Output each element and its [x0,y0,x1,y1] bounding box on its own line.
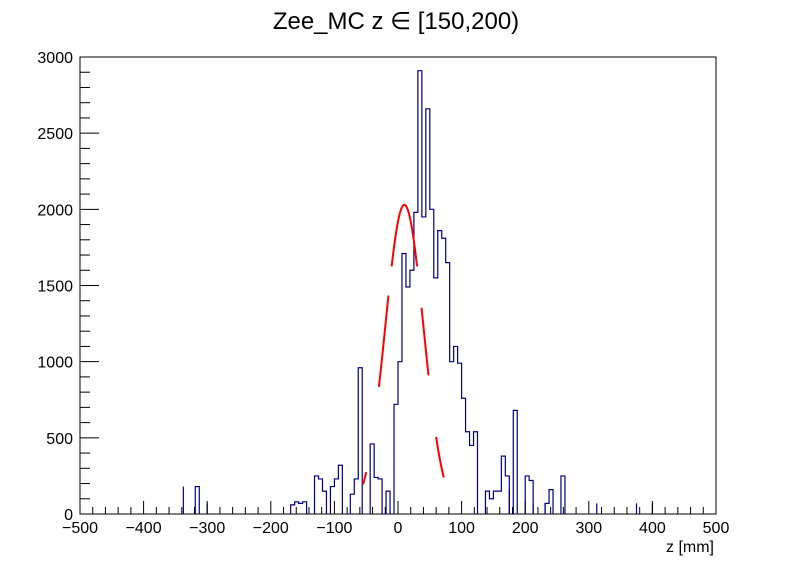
x-tick-label: 400 [639,520,666,537]
x-axis-label: z [mm] [666,539,714,556]
y-tick-label: 0 [64,507,73,524]
x-tick-label: 500 [703,520,730,537]
x-tick-label: 100 [448,520,475,537]
x-tick-label: 200 [512,520,539,537]
y-tick-label: 2000 [37,202,73,219]
y-axis: 0 500 1000 1500 2000 2500 3000 [37,50,99,524]
y-tick-label: 2500 [37,126,73,143]
x-tick-label: −200 [253,520,289,537]
chart-title: Zee_MC z ∈ [150,200) [273,8,519,35]
fit-curve-segment [377,295,390,387]
fit-curve-segment [390,203,419,267]
y-tick-label: 1000 [37,355,73,372]
x-tick-label: −400 [126,520,162,537]
fit-curve-segment [420,307,430,376]
y-tick-label: 1500 [37,279,73,296]
x-tick-label: 300 [575,520,602,537]
x-tick-label: −500 [62,520,98,537]
x-axis: −500 −400 −300 −200 −100 0 100 200 300 400 500 [62,501,729,537]
x-tick-label: −100 [316,520,352,537]
y-tick-label: 3000 [37,50,73,67]
fit-curve-segment [435,436,445,478]
y-tick-label: 500 [46,431,73,448]
fit-curve-layer [362,203,445,485]
x-tick-label: −300 [189,520,225,537]
histogram-outline [194,70,566,514]
x-tick-label: 0 [394,520,403,537]
histogram-layer [182,70,654,514]
fit-curve-segment [362,471,368,485]
